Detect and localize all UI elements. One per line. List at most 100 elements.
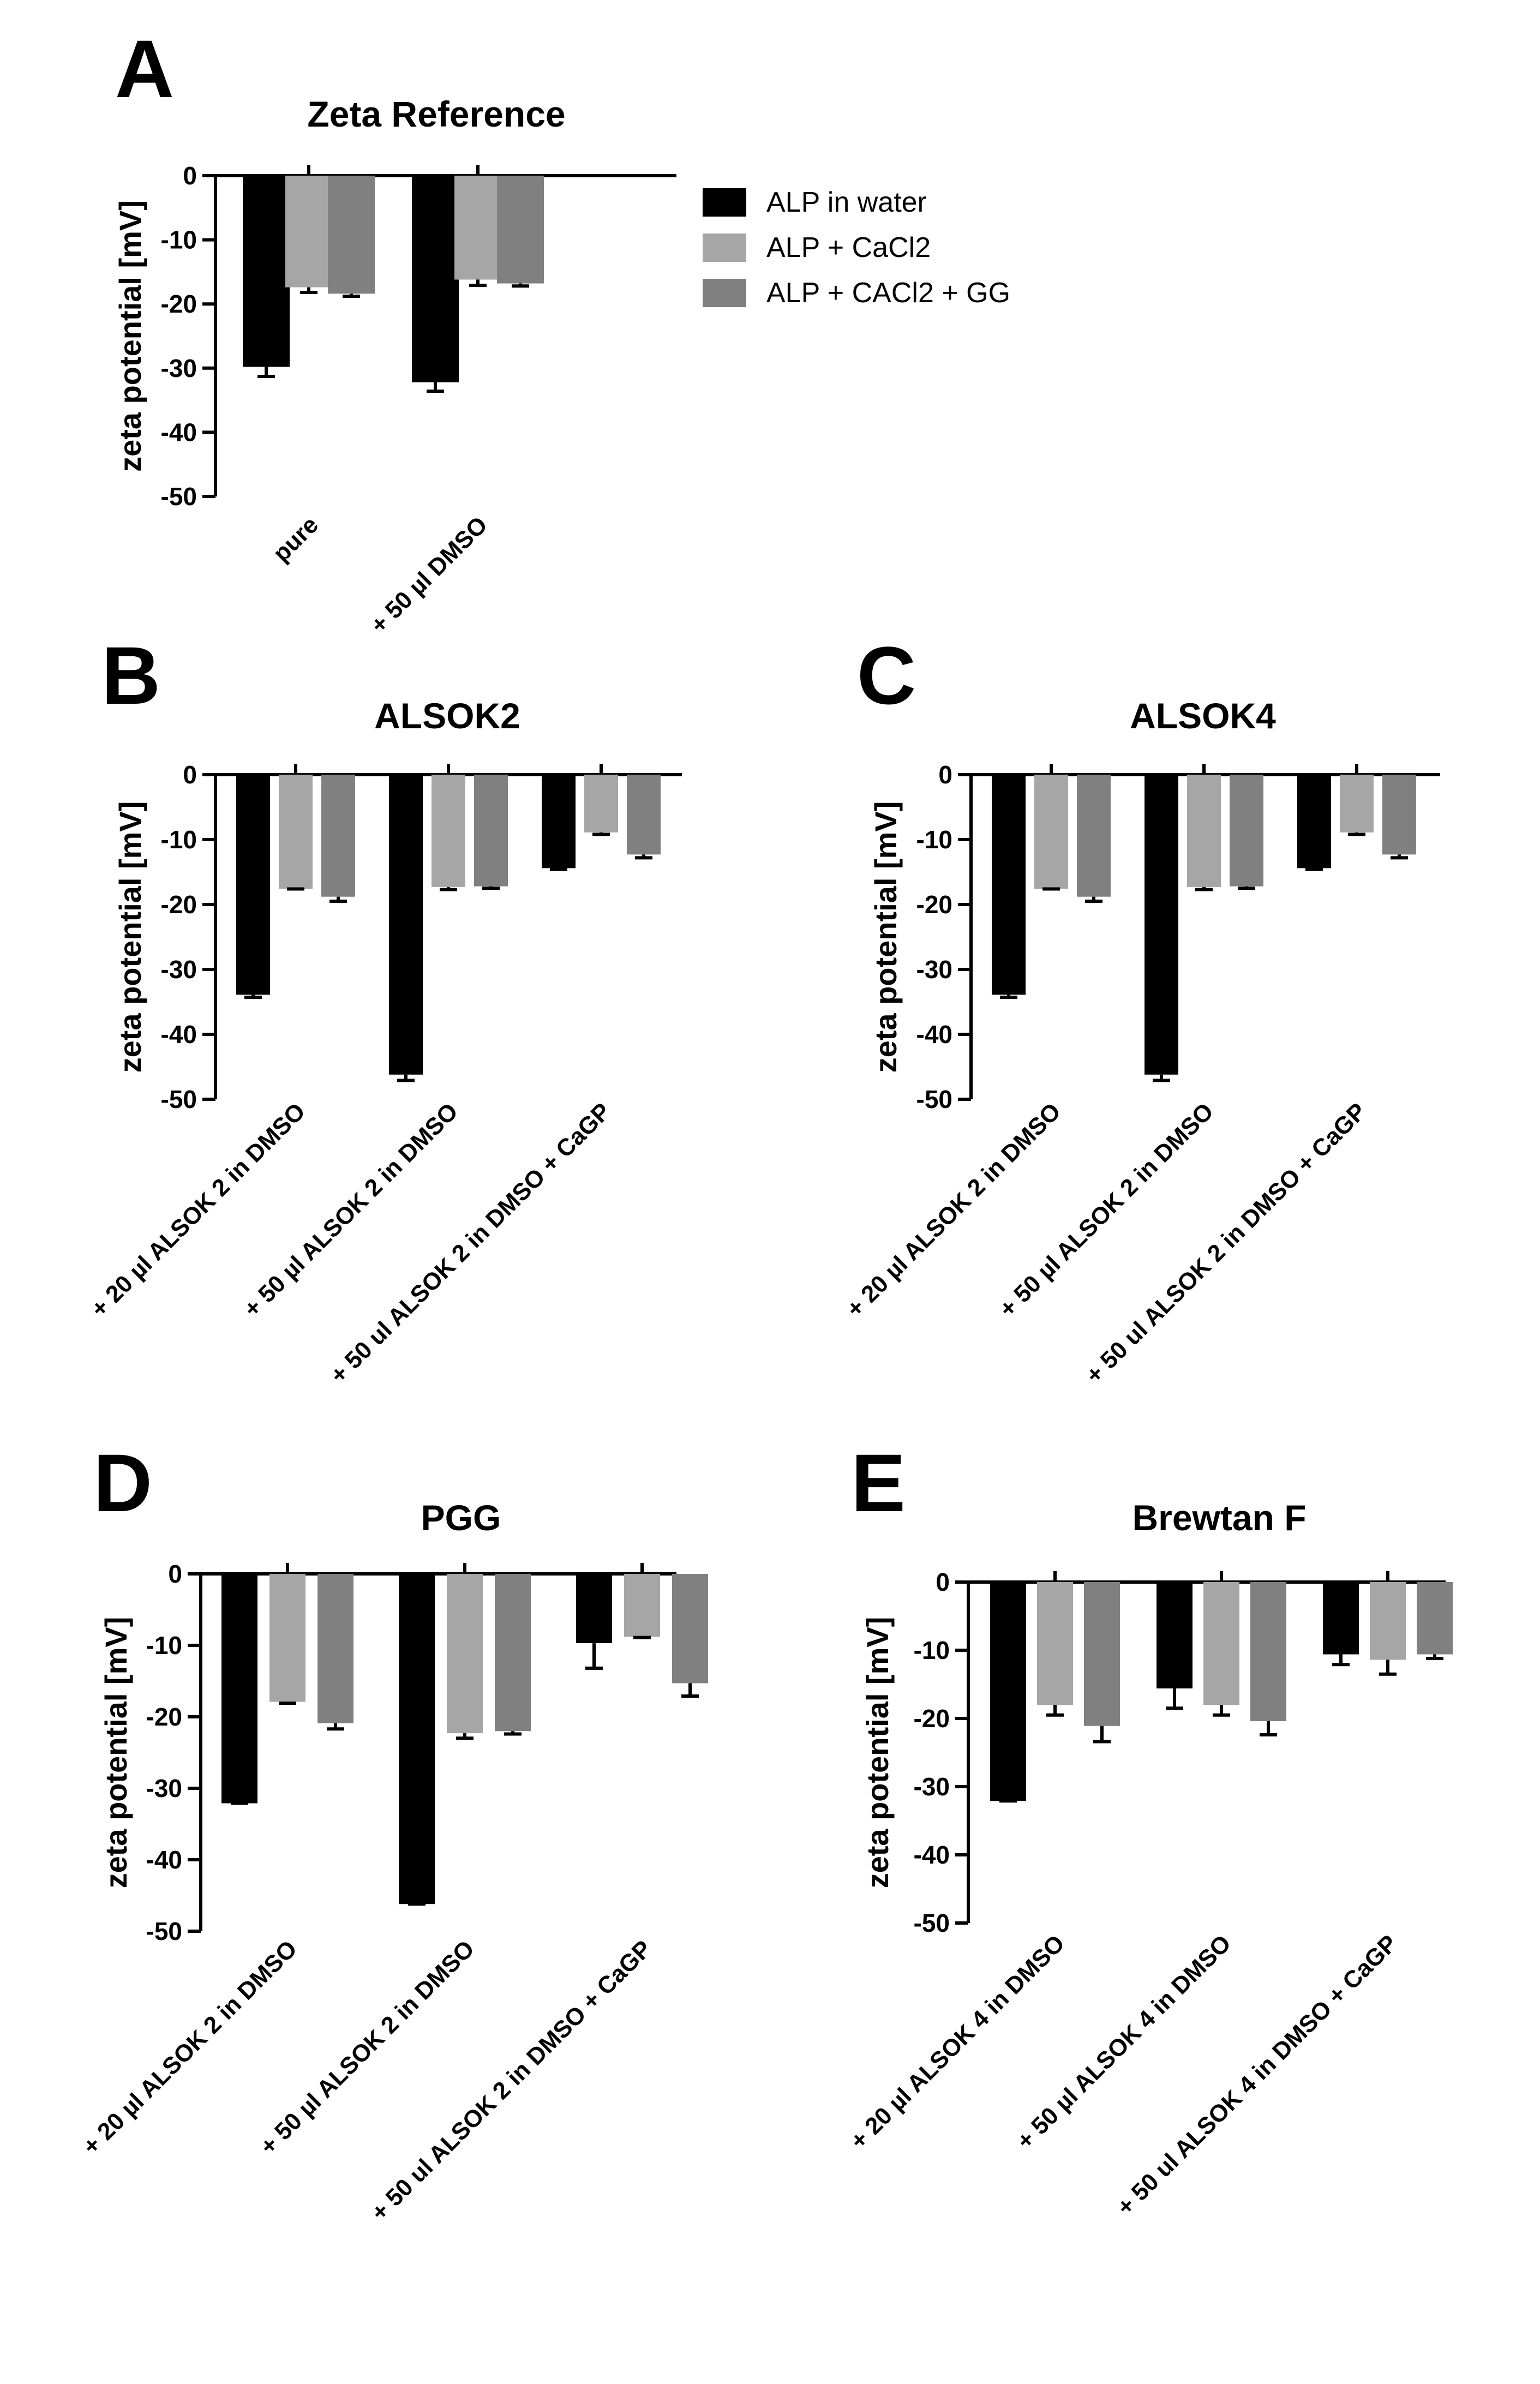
y-tick-label: -30 bbox=[161, 354, 197, 382]
bar-alp-cacl2-gg bbox=[328, 176, 375, 294]
bar-alp-cacl2 bbox=[584, 775, 618, 832]
bar-alp-cacl2 bbox=[285, 176, 332, 287]
bar-alp-in-water bbox=[236, 775, 270, 995]
panel-b: B ALSOK2 zeta potential [mV] 0 -10 -20 -30 -40 -… bbox=[86, 630, 682, 1389]
y-tick-label: 0 bbox=[183, 161, 197, 190]
y-tick-label: 0 bbox=[938, 760, 952, 789]
y-tick-label: -20 bbox=[916, 890, 952, 919]
bar-alp-cacl2-gg bbox=[495, 1574, 531, 1732]
bar-alp-in-water bbox=[990, 1582, 1026, 1801]
bar-alp-cacl2-gg bbox=[1077, 775, 1111, 897]
bar-alp-cacl2 bbox=[1370, 1582, 1406, 1660]
bar-alp-in-water bbox=[1157, 1582, 1193, 1688]
panel-c: C ALSOK4 zeta potential [mV] 0 -10 -20 -30 -40 -… bbox=[841, 630, 1440, 1389]
category-label: + 50 ul ALSOK 2 in DMSO + CaGP bbox=[366, 1935, 657, 2226]
y-tick-label: 0 bbox=[168, 1560, 182, 1588]
bar-alp-cacl2 bbox=[279, 775, 313, 889]
legend: ALP in water ALP + CaCl2 ALP + CACl2 + GG bbox=[703, 187, 1010, 309]
bar-alp-cacl2-gg bbox=[1250, 1582, 1286, 1721]
panel-letter: C bbox=[857, 630, 916, 721]
bar-alp-in-water bbox=[389, 775, 423, 1075]
category-label: + 50 µl DMSO bbox=[365, 511, 493, 638]
chart-title: ALSOK2 bbox=[374, 696, 520, 736]
legend-swatch bbox=[703, 188, 746, 217]
category-label: + 50 ul ALSOK 4 in DMSO + CaGP bbox=[1112, 1930, 1403, 2220]
y-tick-label: 0 bbox=[183, 760, 197, 789]
chart-title: Zeta Reference bbox=[307, 94, 565, 134]
bar-alp-cacl2 bbox=[1187, 775, 1221, 887]
legend-swatch bbox=[703, 233, 746, 262]
y-tick-label: -40 bbox=[914, 1841, 950, 1869]
bar-alp-cacl2 bbox=[432, 775, 465, 887]
bar-alp-cacl2-gg bbox=[627, 775, 661, 855]
y-tick-label: -10 bbox=[916, 825, 952, 854]
y-tick-label: -50 bbox=[146, 1917, 182, 1945]
bar-alp-cacl2 bbox=[447, 1574, 483, 1734]
bar-alp-cacl2-gg bbox=[317, 1574, 353, 1723]
panel-letter: A bbox=[115, 23, 174, 115]
y-axis-label: zeta potential [mV] bbox=[868, 801, 903, 1073]
y-tick-label: -10 bbox=[161, 226, 197, 254]
category-label: + 20 µl ALSOK 2 in DMSO bbox=[77, 1935, 302, 2160]
bar-alp-in-water bbox=[1144, 775, 1178, 1075]
bar-alp-in-water bbox=[1297, 775, 1331, 868]
bar-alp-cacl2 bbox=[1034, 775, 1068, 889]
legend-label: ALP + CaCl2 bbox=[766, 232, 931, 263]
bar-alp-cacl2-gg bbox=[1084, 1582, 1120, 1726]
y-tick-label: -30 bbox=[146, 1774, 182, 1802]
category-label: + 50 ul ALSOK 2 in DMSO + CaGP bbox=[1081, 1098, 1371, 1388]
y-tick-label: -40 bbox=[161, 418, 197, 446]
bar-alp-cacl2-gg bbox=[1382, 775, 1416, 855]
y-axis-label: zeta potential [mV] bbox=[99, 1617, 133, 1889]
y-tick-label: 0 bbox=[936, 1568, 950, 1596]
y-tick-label: -20 bbox=[914, 1704, 950, 1733]
bar-alp-cacl2 bbox=[624, 1574, 660, 1637]
panel-a: A Zeta Reference zeta potential [mV] 0 -10 -2… bbox=[113, 23, 676, 639]
bar-alp-cacl2 bbox=[269, 1574, 305, 1702]
y-tick-label: -50 bbox=[161, 1085, 197, 1113]
bar-alp-cacl2 bbox=[1203, 1582, 1239, 1705]
bar-alp-in-water bbox=[1323, 1582, 1359, 1655]
bar-alp-in-water bbox=[576, 1574, 612, 1644]
panel-letter: E bbox=[851, 1437, 906, 1529]
chart-title: PGG bbox=[421, 1498, 501, 1538]
legend-swatch bbox=[703, 279, 746, 307]
bar-alp-in-water bbox=[412, 176, 459, 382]
bar-alp-in-water bbox=[221, 1574, 257, 1804]
y-tick-label: -50 bbox=[916, 1085, 952, 1113]
legend-label: ALP + CACl2 + GG bbox=[766, 277, 1010, 309]
panel-e: E Brewtan F zeta potential [mV] 0 -10 -20 -30 -… bbox=[845, 1437, 1453, 2221]
bar-alp-cacl2-gg bbox=[497, 176, 544, 284]
panel-letter: B bbox=[101, 630, 160, 721]
panel-letter: D bbox=[93, 1437, 152, 1529]
bar-alp-cacl2-gg bbox=[1417, 1582, 1453, 1655]
bar-alp-cacl2 bbox=[1340, 775, 1374, 832]
bar-alp-cacl2-gg bbox=[1230, 775, 1263, 886]
y-tick-label: -30 bbox=[916, 955, 952, 984]
y-axis-label: zeta potential [mV] bbox=[113, 200, 147, 472]
y-tick-label: -10 bbox=[146, 1631, 182, 1660]
y-tick-label: -10 bbox=[161, 825, 197, 854]
y-tick-label: -30 bbox=[914, 1772, 950, 1801]
category-label: pure bbox=[268, 511, 323, 567]
bar-alp-in-water bbox=[399, 1574, 435, 1904]
bar-alp-in-water bbox=[542, 775, 576, 868]
bar-alp-cacl2-gg bbox=[672, 1574, 708, 1684]
bar-alp-cacl2 bbox=[454, 176, 501, 280]
bar-alp-in-water bbox=[992, 775, 1026, 995]
y-tick-label: -50 bbox=[161, 482, 197, 511]
chart-title: Brewtan F bbox=[1132, 1498, 1306, 1538]
category-label: + 50 µl ALSOK 2 in DMSO bbox=[255, 1935, 480, 2160]
legend-label: ALP in water bbox=[766, 187, 927, 218]
bar-alp-in-water bbox=[243, 176, 290, 367]
y-tick-label: -50 bbox=[914, 1909, 950, 1937]
y-axis-label: zeta potential [mV] bbox=[860, 1617, 895, 1889]
bar-alp-cacl2 bbox=[1037, 1582, 1073, 1705]
y-tick-label: -20 bbox=[161, 890, 197, 919]
bar-alp-cacl2-gg bbox=[321, 775, 355, 897]
y-tick-label: -10 bbox=[914, 1636, 950, 1664]
y-tick-label: -20 bbox=[161, 290, 197, 318]
y-tick-label: -40 bbox=[161, 1020, 197, 1049]
